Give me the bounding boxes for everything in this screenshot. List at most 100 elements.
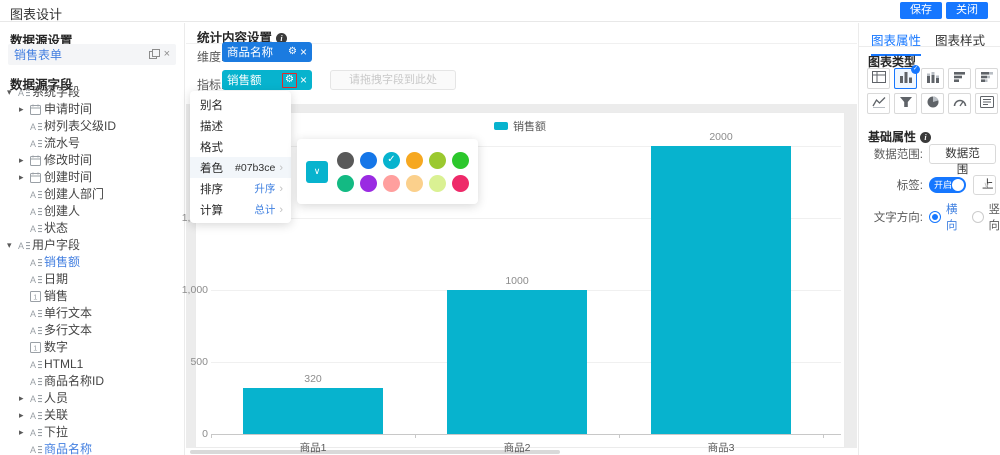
sidebar-field-item[interactable]: A 树列表父级ID [0, 118, 184, 135]
sidebar-field-item[interactable]: A HTML1 [0, 356, 184, 373]
datasource-row[interactable]: 销售表单 × [8, 44, 176, 65]
palette-color-swatch[interactable] [383, 174, 400, 192]
caret-down-icon[interactable]: ▾ [7, 87, 12, 97]
menu-item-计算[interactable]: 计算 总计 › [190, 199, 291, 220]
save-button[interactable]: 保存 [900, 2, 942, 19]
chart-type-funnel-button[interactable] [894, 93, 917, 114]
menu-item-格式[interactable]: 格式 [190, 136, 291, 157]
horizontal-scrollbar[interactable] [190, 450, 560, 454]
sidebar-field-item[interactable]: A 商品名称ID [0, 373, 184, 390]
palette-color-swatch[interactable] [429, 151, 446, 169]
palette-color-swatch[interactable]: ✓ [383, 151, 400, 169]
caret-right-icon[interactable]: ▸ [19, 155, 24, 165]
radio-horizontal[interactable] [929, 211, 941, 223]
sidebar-field-item[interactable]: ▸ A 人员 [0, 390, 184, 407]
sidebar-field-item[interactable]: A 销售额 [0, 254, 184, 271]
info-icon: i [920, 132, 932, 143]
palette-color-swatch[interactable] [452, 174, 469, 192]
chart-type-horizontal-bar-button[interactable] [948, 68, 971, 89]
chart-type-horizontal-stacked-bar-button[interactable] [975, 68, 998, 89]
palette-color-swatch[interactable] [337, 174, 354, 192]
sidebar-field-item[interactable]: 1 数字 [0, 339, 184, 356]
chart-type-stacked-bar-button[interactable] [921, 68, 944, 89]
field-field-icon: A [30, 359, 44, 370]
sidebar-field-item[interactable]: ▾ A 系统字段 [0, 84, 184, 101]
palette-color-swatch[interactable] [429, 174, 446, 192]
svg-text:A: A [18, 88, 24, 98]
radio-horizontal-label[interactable]: 横向 [946, 204, 958, 232]
statistics-settings-text: 统计内容设置 [197, 31, 273, 45]
menu-item-label: 别名 [200, 99, 223, 112]
menu-item-别名[interactable]: 别名 [190, 94, 291, 115]
radio-vertical[interactable] [971, 211, 984, 223]
custom-color-swatch[interactable]: ∨ [306, 160, 328, 183]
dimension-chip[interactable]: 商品名称 ⚙ × [222, 42, 312, 62]
chart-type-line-button[interactable] [867, 93, 890, 114]
sidebar-field-item[interactable]: A 单行文本 [0, 305, 184, 322]
chart-type-bar-button[interactable]: ✓ [894, 65, 920, 89]
gear-icon[interactable]: ⚙ [288, 46, 297, 57]
svg-text:A: A [30, 258, 36, 268]
field-field-icon: A [30, 189, 44, 200]
caret-down-icon[interactable]: ▾ [7, 240, 12, 250]
close-icon[interactable]: × [299, 73, 307, 87]
close-button[interactable]: 关闭 [946, 2, 988, 19]
chart-type-detail-card-button[interactable] [975, 93, 998, 114]
palette-color-swatch[interactable] [360, 151, 377, 169]
y-axis-tick-label: 500 [190, 356, 208, 368]
datasource-name[interactable]: 销售表单 [14, 48, 63, 62]
sidebar-field-item[interactable]: ▸ 申请时间 [0, 101, 184, 118]
radio-vertical-label[interactable]: 竖向 [988, 204, 1000, 232]
label-toggle[interactable]: 开启 [929, 177, 966, 193]
caret-right-icon[interactable]: ▸ [19, 172, 24, 182]
caret-right-icon[interactable]: ▸ [19, 104, 24, 114]
menu-item-描述[interactable]: 描述 [190, 115, 291, 136]
chart-type-gauge-button[interactable] [948, 93, 971, 114]
switch-datasource-icon[interactable] [148, 48, 160, 61]
palette-color-swatch[interactable] [337, 151, 354, 169]
drop-field-placeholder[interactable]: 请拖拽字段到此处 [330, 70, 456, 90]
sidebar-field-item[interactable]: A 创建人 [0, 203, 184, 220]
palette-color-swatch[interactable] [406, 174, 423, 192]
sidebar-field-item[interactable]: A 多行文本 [0, 322, 184, 339]
legend-marker [494, 122, 508, 130]
close-icon[interactable]: × [299, 45, 307, 59]
metric-chip[interactable]: 销售额 ⚙ × [222, 70, 312, 90]
gridline [211, 146, 841, 147]
chart-type-pivot-table-button[interactable] [867, 68, 890, 89]
palette-color-swatch[interactable] [360, 174, 377, 192]
palette-color-swatch[interactable] [452, 151, 469, 169]
sidebar-field-item[interactable]: A 流水号 [0, 135, 184, 152]
sidebar-field-item[interactable]: ▸ 修改时间 [0, 152, 184, 169]
menu-item-排序[interactable]: 排序 升序 › [190, 178, 291, 199]
caret-right-icon[interactable]: ▸ [19, 410, 24, 420]
menu-item-着色[interactable]: 着色 #07b3ce › [190, 157, 291, 178]
sidebar-field-item[interactable]: ▸ A 下拉 [0, 424, 184, 441]
sidebar-field-item[interactable]: ▸ 创建时间 [0, 169, 184, 186]
sidebar-field-item[interactable]: A 日期 [0, 271, 184, 288]
sidebar-field-item[interactable]: 1 销售 [0, 288, 184, 305]
sidebar-field-item[interactable]: A 创建人部门 [0, 186, 184, 203]
chart-type-pie-button[interactable] [921, 93, 944, 114]
chart-legend[interactable]: 销售额 [196, 118, 844, 134]
palette-color-swatch[interactable] [406, 151, 423, 169]
svg-text:A: A [30, 224, 36, 234]
sidebar-field-item[interactable]: ▾ A 用户字段 [0, 237, 184, 254]
svg-text:A: A [30, 207, 36, 217]
data-range-button[interactable]: 数据范围 [929, 144, 996, 176]
menu-item-label: 计算 [200, 204, 223, 217]
sidebar-field-item[interactable]: A 状态 [0, 220, 184, 237]
statistics-panel: 统计内容设置 i 维度: 商品名称 ⚙ × 指标: 销售额 ⚙ × 请拖拽字段到此… [182, 23, 857, 455]
sidebar-field-item[interactable]: A 商品名称 [0, 441, 184, 455]
remove-datasource-icon[interactable]: × [163, 48, 170, 60]
caret-right-icon[interactable]: ▸ [19, 393, 24, 403]
sidebar-field-item[interactable]: ▸ A 关联 [0, 407, 184, 424]
caret-right-icon[interactable]: ▸ [19, 427, 24, 437]
x-axis-category-label: 商品3 [707, 442, 735, 454]
label-position-select[interactable]: 上 ∨ [973, 175, 996, 195]
tab-chart-style[interactable]: 图表样式 [935, 34, 986, 48]
gear-icon[interactable]: ⚙ [285, 74, 294, 85]
field-field-icon: A [30, 427, 44, 438]
tab-chart-properties[interactable]: 图表属性 [871, 30, 922, 56]
